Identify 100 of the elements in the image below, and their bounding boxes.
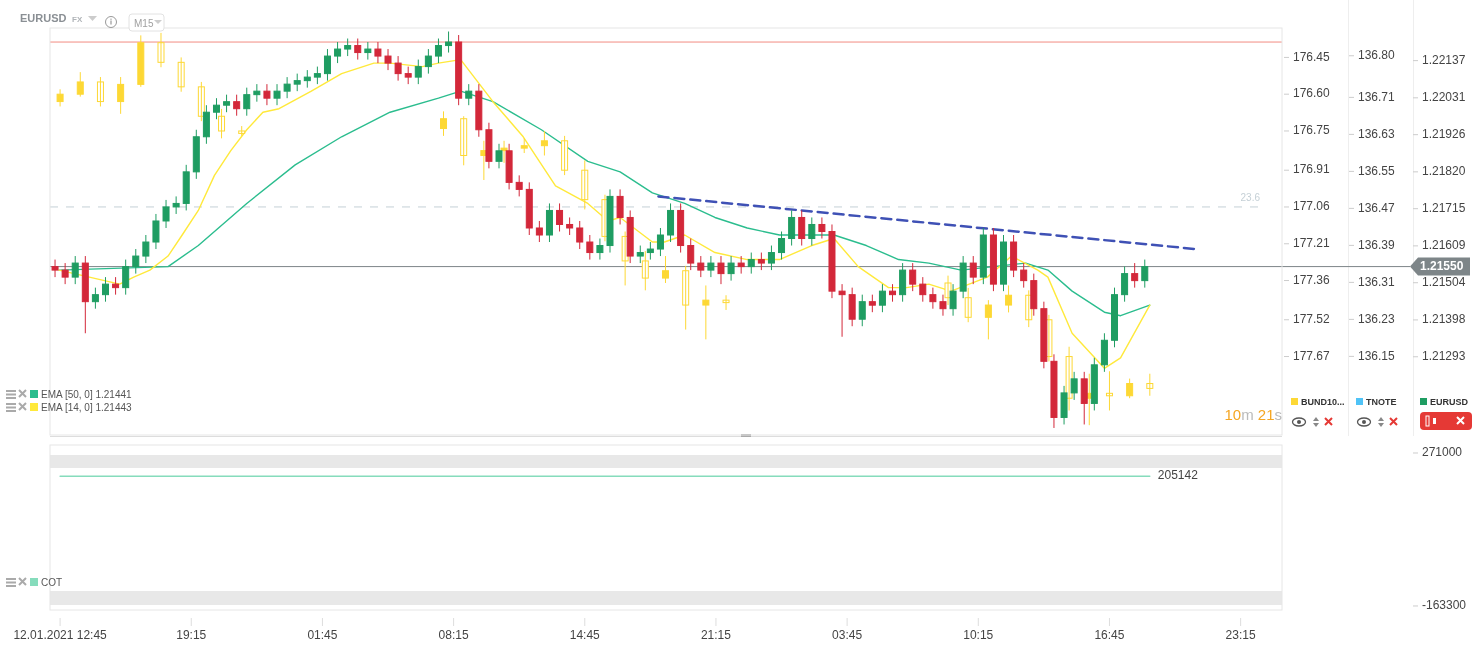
- candlestick: [540, 130, 548, 156]
- y-tick-label: 1.21504: [1422, 274, 1466, 289]
- candlestick: [1020, 262, 1028, 289]
- candlestick: [142, 234, 150, 264]
- y-tick-label: 1.21820: [1422, 164, 1466, 179]
- candlestick: [838, 283, 846, 338]
- y3-tick-label: 136.55: [1358, 163, 1396, 178]
- x-tick-label: 16:45: [1094, 628, 1125, 642]
- legend-label: EMA [14, 0] 1.21443: [41, 402, 133, 413]
- x-tick-label: 14:45: [569, 628, 601, 642]
- y-tick-label: 1.21926: [1422, 126, 1466, 141]
- legend-label: COT: [41, 577, 63, 588]
- candlestick: [1070, 371, 1078, 401]
- x-tick-label: 08:15: [438, 628, 469, 642]
- candlestick: [162, 199, 170, 229]
- candlestick: [374, 41, 382, 64]
- y3-tick-label: 136.71: [1358, 89, 1396, 104]
- y3-tick-label: 136.63: [1358, 126, 1396, 141]
- annotation: 10m 21s: [1224, 406, 1282, 423]
- y2-tick-label: 177.06: [1293, 199, 1331, 214]
- candlestick: [535, 220, 543, 243]
- candlestick: [656, 227, 664, 257]
- candlestick: [520, 137, 528, 154]
- annotation: 23.6: [1240, 191, 1261, 203]
- chart-subtitle: FX: [72, 15, 83, 24]
- y2-tick-label: 177.36: [1293, 272, 1331, 287]
- y-tick-label: 1.22137: [1422, 52, 1466, 67]
- x-tick-label: 12.01.2021 12:45: [13, 628, 108, 642]
- legend-label: EMA [50, 0] 1.21441: [41, 389, 133, 400]
- candlestick: [303, 69, 311, 89]
- y3-tick-label: 136.80: [1358, 47, 1396, 62]
- y3-tick-label: 136.47: [1358, 200, 1396, 215]
- candlestick: [424, 48, 432, 75]
- y-tick-label: 1.21293: [1422, 348, 1466, 363]
- y-tick-label: 1.21609: [1422, 238, 1466, 253]
- x-tick-label: 10:15: [963, 628, 994, 642]
- candlestick: [697, 255, 705, 278]
- candlestick: [495, 143, 503, 169]
- y3-tick-label: 136.39: [1358, 237, 1396, 252]
- candlestick: [878, 283, 886, 313]
- candlestick: [717, 255, 725, 285]
- candlestick: [404, 66, 412, 85]
- y2-tick-label: 177.67: [1293, 348, 1331, 363]
- legend-label: TNOTE: [1366, 397, 1397, 407]
- candlestick: [757, 252, 765, 271]
- x-tick-label: 19:15: [176, 628, 207, 642]
- candlestick: [767, 245, 775, 271]
- x-tick-label: 03:45: [832, 628, 863, 642]
- candlestick: [334, 41, 342, 64]
- candlestick: [727, 255, 735, 282]
- candlestick: [1146, 373, 1154, 397]
- candlestick: [737, 255, 745, 275]
- candlestick: [445, 31, 453, 54]
- candlestick: [384, 48, 392, 71]
- candlestick: [702, 284, 710, 340]
- candlestick: [283, 76, 291, 99]
- candlestick: [71, 255, 79, 285]
- ref-line-label: 1.21550: [1420, 258, 1464, 273]
- candlestick: [984, 299, 992, 340]
- x-tick-label: 01:45: [307, 628, 338, 642]
- candlestick: [566, 216, 574, 236]
- candlestick: [576, 220, 584, 250]
- candlestick: [223, 94, 231, 113]
- y2-tick-label: 176.75: [1293, 123, 1331, 138]
- candlestick: [152, 213, 160, 250]
- candlestick: [646, 241, 654, 261]
- candlestick: [909, 262, 917, 292]
- x-tick-label: 21:15: [700, 628, 732, 642]
- candlestick: [51, 259, 59, 278]
- y-tick-label: 1.21398: [1422, 312, 1466, 327]
- legend-label: BUND10...: [1301, 397, 1345, 407]
- candlestick: [394, 55, 402, 82]
- y3-tick-label: 136.23: [1358, 311, 1396, 326]
- chart-title: EURUSD: [20, 12, 67, 24]
- candlestick: [868, 294, 876, 313]
- candlestick: [414, 59, 422, 85]
- candlestick: [293, 73, 301, 92]
- y3-tick-label: 136.15: [1358, 348, 1396, 363]
- candlestick: [969, 255, 977, 285]
- candlestick: [636, 245, 644, 264]
- y2-tick-label: 177.52: [1293, 311, 1331, 326]
- y2-tick-label: 176.60: [1293, 86, 1331, 101]
- candlestick: [662, 255, 669, 284]
- candlestick: [889, 283, 897, 303]
- y-tick-label: 1.22031: [1422, 89, 1466, 104]
- candlestick: [238, 125, 246, 137]
- data-label: 205142: [1157, 468, 1199, 483]
- y-tick-label: -163300: [1422, 598, 1467, 613]
- candlestick: [919, 276, 927, 303]
- candlestick: [344, 38, 352, 57]
- y2-tick-label: 177.21: [1293, 235, 1331, 250]
- candlestick: [586, 234, 594, 261]
- candlestick: [434, 38, 442, 64]
- y2-tick-label: 176.91: [1293, 162, 1331, 177]
- y2-tick-label: 176.45: [1293, 49, 1331, 64]
- candlestick: [364, 41, 372, 61]
- y-tick-label: 1.21715: [1422, 200, 1466, 215]
- candlestick: [313, 66, 321, 85]
- x-tick-label: 23:15: [1225, 628, 1256, 642]
- candlestick: [76, 71, 84, 98]
